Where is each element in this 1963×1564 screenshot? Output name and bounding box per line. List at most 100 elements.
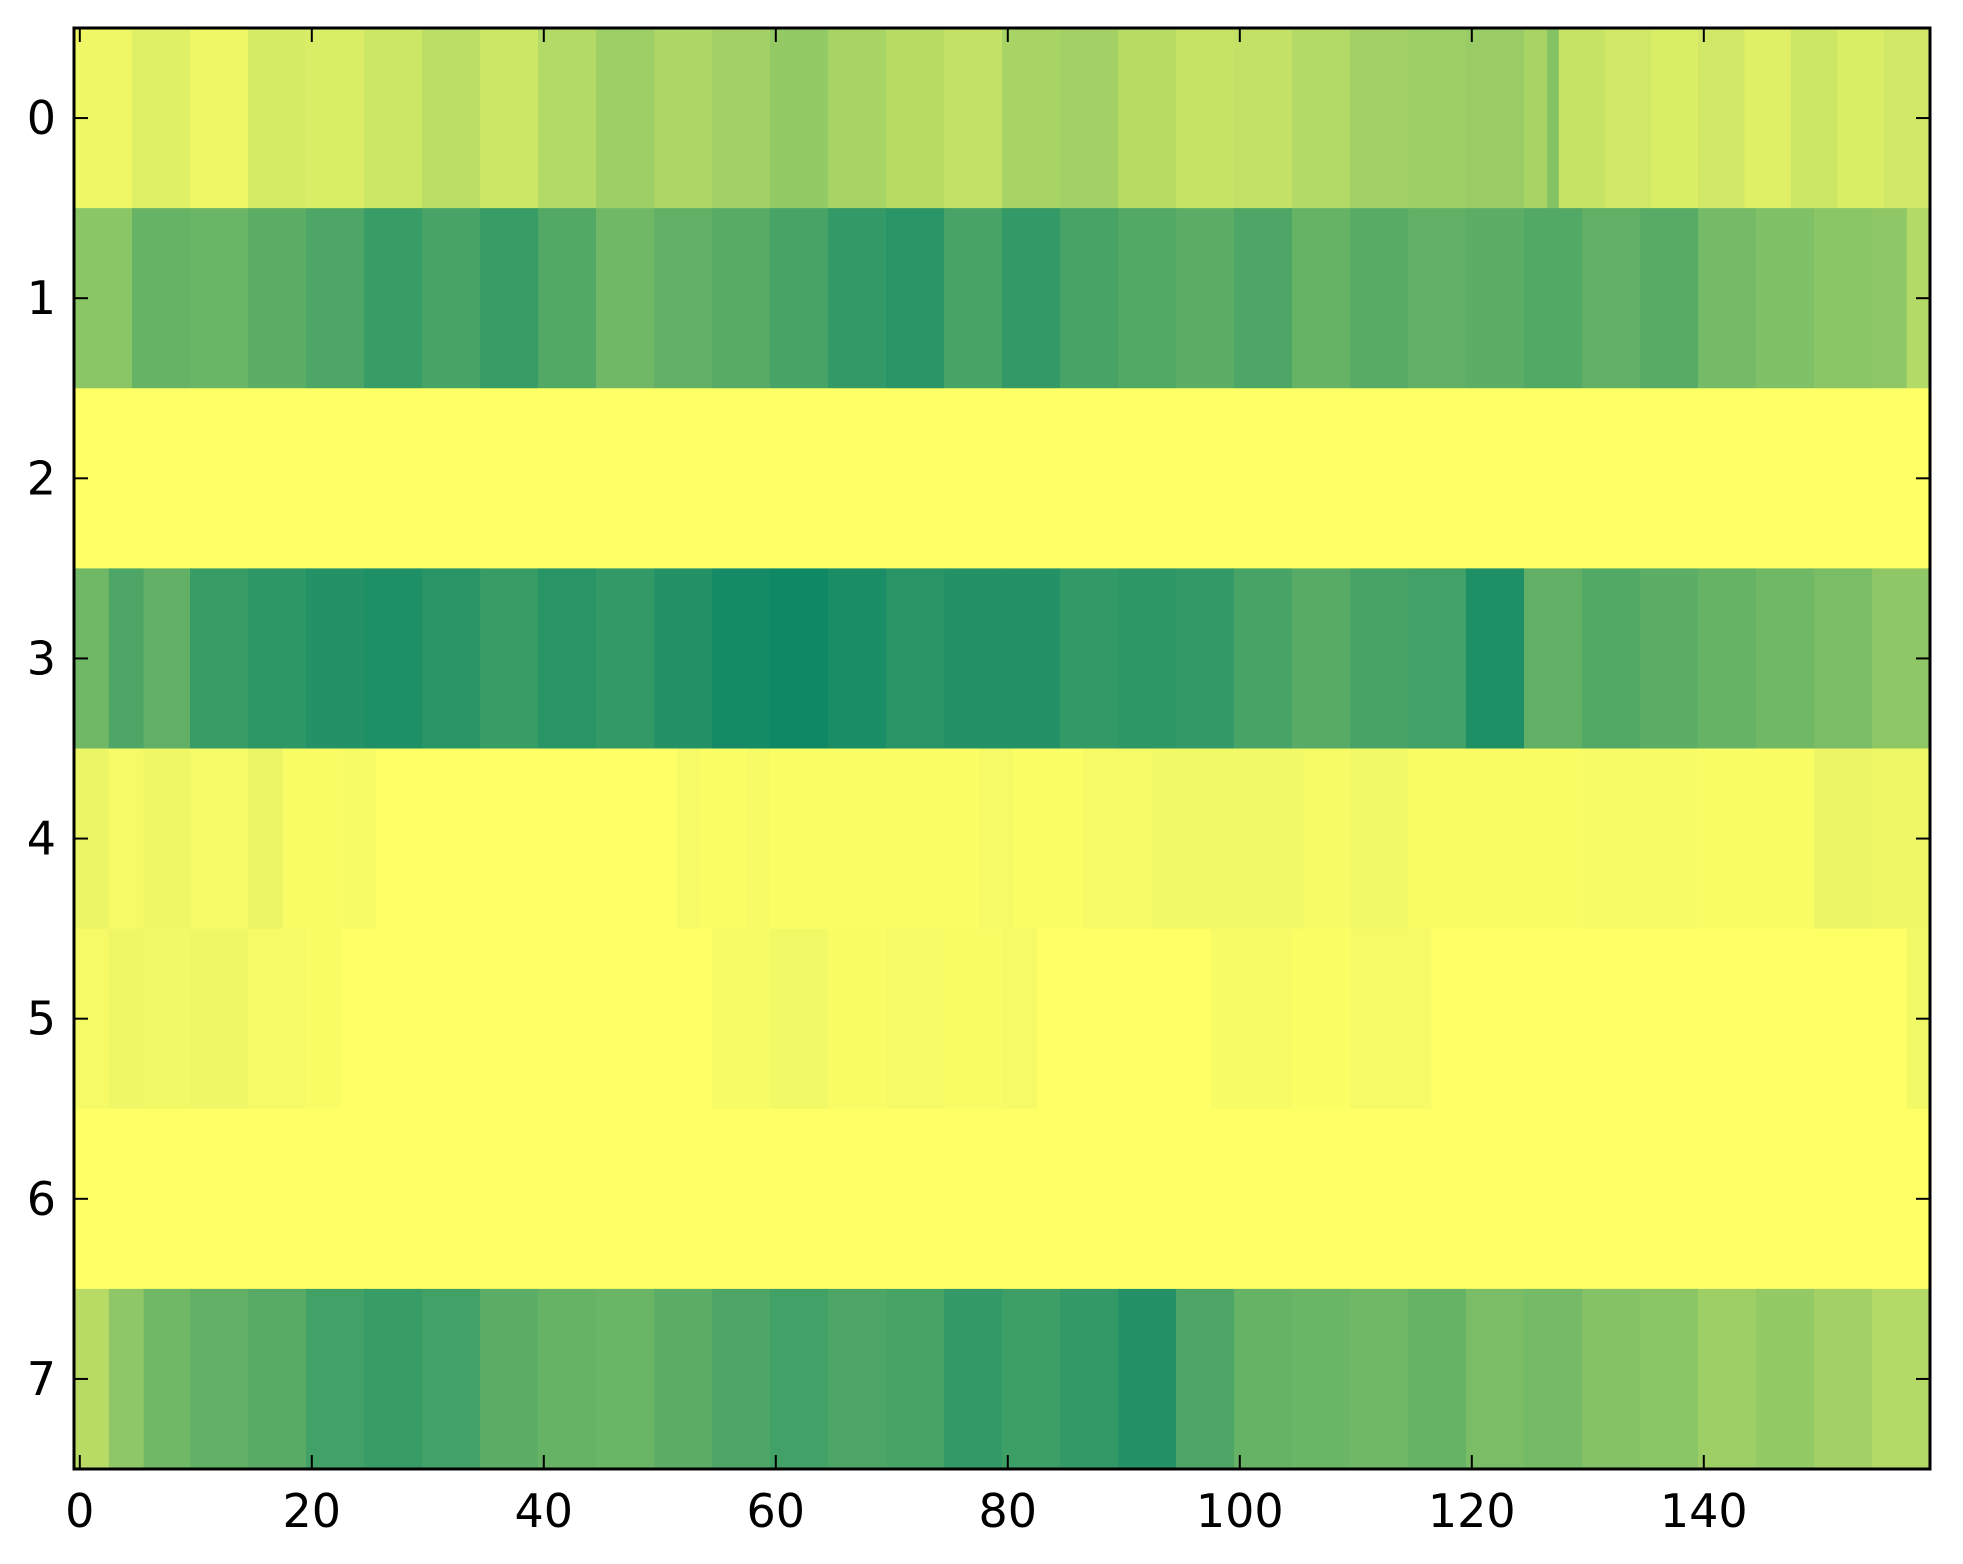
heatmap-cell: [1060, 1288, 1119, 1470]
heatmap-cell: [1350, 1288, 1409, 1470]
heatmap-cell: [190, 28, 249, 209]
heatmap-cell: [944, 568, 1003, 750]
heatmap-cell: [306, 568, 365, 750]
heatmap-cell: [712, 1288, 771, 1470]
heatmap-cell: [770, 1288, 829, 1470]
heatmap-cell: [1582, 748, 1699, 930]
heatmap-cell: [1350, 568, 1409, 750]
heatmap-cell: [1210, 928, 1293, 1110]
heatmap-cell: [1744, 28, 1792, 209]
heatmap-cell: [422, 208, 481, 389]
heatmap-cell: [1118, 208, 1177, 389]
x-tick-label: 80: [979, 1484, 1038, 1538]
heatmap-cell: [1002, 568, 1061, 750]
y-tick-label: 6: [27, 1172, 56, 1226]
heatmap-cell: [108, 1288, 145, 1470]
heatmap-cell: [190, 748, 249, 930]
heatmap-cell: [1640, 568, 1699, 750]
heatmap-cell: [828, 928, 887, 1110]
heatmap-cell: [248, 1288, 307, 1470]
heatmap-cell: [700, 748, 748, 930]
heatmap-cell: [596, 208, 655, 389]
heatmap-cell: [712, 928, 771, 1110]
y-axis-tick-labels: 0 1 2 3 4 5 6 7: [27, 91, 56, 1406]
heatmap-cell: [944, 208, 1003, 389]
heatmap-cell: [944, 928, 1003, 1110]
heatmap-cell: [1524, 568, 1583, 750]
heatmap-cell: [1118, 1288, 1177, 1470]
heatmap-cell: [1547, 28, 1560, 209]
heatmap-cell: [1234, 28, 1293, 209]
heatmap-cell: [1303, 748, 1351, 930]
y-tick-label: 3: [27, 631, 56, 685]
heatmap-cell: [364, 568, 423, 750]
heatmap-cell: [944, 28, 1003, 209]
heatmap-cell: [1698, 1288, 1757, 1470]
heatmap-cell: [677, 748, 701, 930]
heatmap-cell: [132, 28, 191, 209]
heatmap-cell: [1060, 568, 1119, 750]
heatmap-cell: [886, 208, 945, 389]
heatmap-cell: [422, 28, 481, 209]
heatmap-cell: [1651, 28, 1699, 209]
heatmap-cell: [1234, 1288, 1293, 1470]
heatmap-cell: [1582, 568, 1641, 750]
heatmap-cell: [1060, 28, 1119, 209]
heatmap-cell: [1814, 568, 1873, 750]
heatmap-cell: [1756, 208, 1815, 389]
heatmap-cell: [422, 568, 481, 750]
heatmap-cell: [1698, 568, 1757, 750]
y-tick-label: 4: [27, 812, 56, 866]
heatmap-cell: [480, 568, 539, 750]
heatmap-cell: [1350, 28, 1409, 209]
heatmap-cell: [770, 208, 829, 389]
heatmap-cell: [1176, 1288, 1235, 1470]
heatmap-cell: [1582, 208, 1641, 389]
heatmap-cell: [108, 748, 145, 930]
x-tick-label: 60: [747, 1484, 806, 1538]
heatmap-cell: [306, 28, 365, 209]
heatmap-cell: [143, 748, 191, 930]
heatmap-cell: [1837, 28, 1885, 209]
heatmap-cell: [1790, 28, 1838, 209]
heatmap-cell: [1036, 928, 1212, 1110]
heatmap-cell: [1152, 748, 1305, 930]
heatmap-cell: [828, 1288, 887, 1470]
heatmap-cell: [1558, 28, 1606, 209]
heatmap-cell: [306, 1288, 365, 1470]
heatmap-cell: [1176, 568, 1235, 750]
heatmap-cell: [364, 28, 423, 209]
heatmap-cell: [1118, 568, 1177, 750]
heatmap-cell: [132, 208, 191, 389]
heatmap-cell: [1431, 928, 1908, 1110]
heatmap-cell: [1524, 1288, 1583, 1470]
heatmap-cell: [1640, 1288, 1699, 1470]
heatmap-cell: [190, 568, 249, 750]
heatmap-cell: [480, 28, 539, 209]
heatmap-cell: [1350, 928, 1432, 1110]
heatmap-cell: [143, 568, 191, 750]
heatmap-cell: [1698, 748, 1815, 930]
heatmap-cell: [1176, 28, 1235, 209]
heatmap-cell: [1408, 748, 1583, 930]
heatmap-cell: [886, 1288, 945, 1470]
heatmap-cell: [248, 28, 307, 209]
x-tick-label: 100: [1196, 1484, 1284, 1538]
heatmap-cell: [108, 928, 145, 1110]
heatmap-cell: [1292, 568, 1351, 750]
heatmap-cell: [248, 928, 307, 1110]
heatmap-cell: [886, 568, 945, 750]
x-tick-label: 20: [283, 1484, 342, 1538]
heatmap-cell: [828, 568, 887, 750]
heatmap-cell: [1814, 748, 1873, 930]
heatmap-cell: [1118, 28, 1177, 209]
heatmap-cell: [143, 1288, 191, 1470]
heatmap-cell: [770, 568, 829, 750]
x-tick-label: 40: [515, 1484, 574, 1538]
heatmap-cell: [596, 28, 655, 209]
heatmap-cell: [1292, 1288, 1351, 1470]
heatmap-cell: [712, 208, 771, 389]
heatmap-cell: [1756, 1288, 1815, 1470]
heatmap-cell: [886, 28, 945, 209]
y-tick-label: 5: [27, 992, 56, 1046]
